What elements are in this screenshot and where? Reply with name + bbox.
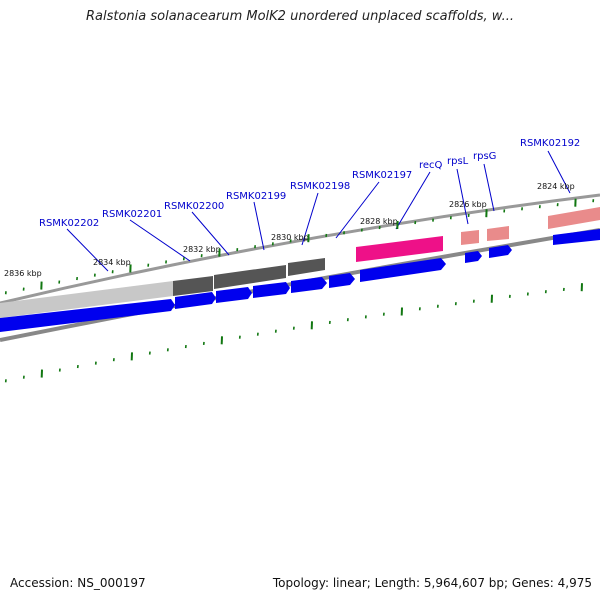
gene-arrow-rsmk02192 [553,229,600,245]
rpsl-feature-bar [461,230,479,245]
gene-label[interactable]: RSMK02192 [520,138,580,149]
kbp-label: 2834 kbp [93,258,131,267]
gene-arrow-rsmk02202 [0,299,175,332]
gene-arrow-rsmk02201 [175,292,216,309]
gene-arrow-rsmk02199 [253,282,290,298]
callout-line-rsmk02201 [129,219,191,262]
kbp-label: 2830 kbp [271,233,309,242]
callout-line-rsmk02200 [191,211,230,256]
gene-label[interactable]: RSMK02199 [226,191,286,202]
callout-line-rsmk02199 [253,201,265,251]
callout-line-rpsg [483,163,495,212]
gene-label[interactable]: recQ [419,160,443,171]
kbp-label: 2832 kbp [183,245,221,254]
feature-band-light [0,281,173,318]
gene-arrow-rpsg [489,245,512,258]
callout-line-rsmk02197 [335,181,380,239]
topology-stats-text: Topology: linear; Length: 5,964,607 bp; … [272,576,592,590]
map-title: Ralstonia solanacearum MolK2 unordered u… [85,9,514,24]
kbp-label: 2836 kbp [4,269,42,278]
backbone-outer-line [0,193,600,305]
kbp-label: 2826 kbp [449,200,487,209]
gene-label[interactable]: RSMK02202 [39,218,99,229]
kbp-label: 2824 kbp [537,182,575,191]
kbp-label: 2828 kbp [360,217,398,226]
gene-label[interactable]: rpsG [473,151,496,162]
gene-arrow-rsmk02197 [329,273,355,288]
gene-arrow-rsmk02198 [291,277,327,293]
callout-line-rpsl [456,168,469,225]
callout-line-rsmk02192 [547,150,571,194]
callout-line-rsmk02202 [66,228,109,272]
feature-band-dark-3 [288,258,325,276]
gene-label[interactable]: RSMK02200 [164,201,224,212]
feature-band-dark-2 [214,265,286,289]
scale-ticks-top [4,198,595,295]
gene-label[interactable]: rpsL [447,156,469,167]
gene-arrow-rsmk02200 [216,287,252,303]
gene-arrow-rpsl [465,251,482,263]
gene-label[interactable]: RSMK02198 [290,181,350,192]
gene-label[interactable]: RSMK02201 [102,209,162,220]
callout-line-rsmk02198 [301,192,319,246]
rpsg-feature-bar [487,226,509,241]
feature-band-dark-1 [173,276,213,296]
callout-line-recq [395,171,431,230]
accession-text: Accession: NS_000197 [10,576,146,590]
gene-label[interactable]: RSMK02197 [352,170,412,181]
rsmk02192-feature-bar [548,207,600,229]
recq-feature-bar [356,236,443,262]
scale-ticks-bottom [4,283,583,383]
gene-arrow-recq [360,258,446,282]
